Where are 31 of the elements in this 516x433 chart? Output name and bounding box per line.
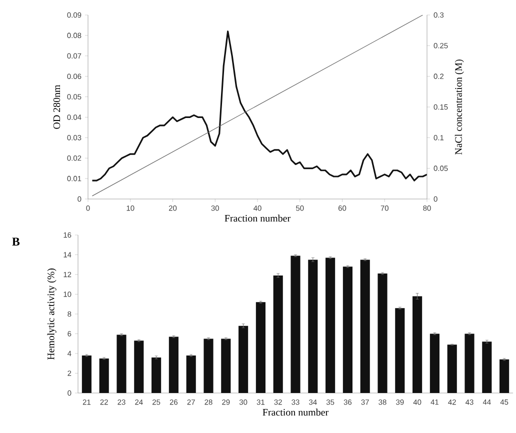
x-axis-title: Fraction number	[262, 408, 328, 416]
y-axis-title: OD 280nm	[53, 84, 60, 129]
bar	[290, 256, 300, 393]
bar	[308, 260, 318, 393]
bar	[395, 308, 405, 393]
y-axis-title: Hemolytic activity (%)	[47, 268, 56, 360]
x-axis-title: Fraction number	[224, 214, 290, 222]
bar	[152, 357, 162, 393]
bar	[464, 334, 474, 393]
bar	[256, 302, 266, 393]
bar	[273, 275, 283, 393]
bar	[342, 266, 352, 393]
bar	[238, 326, 248, 393]
bar	[500, 359, 510, 393]
bar	[204, 338, 214, 393]
chart-title: B	[12, 238, 20, 246]
bar	[326, 258, 336, 393]
bar	[430, 334, 440, 393]
bar	[360, 260, 370, 393]
y2-axis-title: NaCl concentration (M)	[454, 60, 464, 155]
bar	[82, 355, 92, 393]
bar	[186, 355, 196, 393]
bar	[134, 340, 144, 393]
bar	[378, 274, 388, 393]
bar	[99, 358, 109, 393]
bar	[221, 338, 231, 393]
bar	[482, 342, 492, 393]
bar	[447, 344, 457, 393]
bar	[116, 334, 126, 393]
bar	[168, 336, 178, 393]
bar	[412, 296, 422, 393]
